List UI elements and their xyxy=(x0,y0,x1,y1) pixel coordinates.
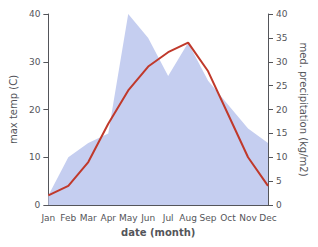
svg-text:25: 25 xyxy=(276,81,287,91)
svg-text:30: 30 xyxy=(276,57,288,67)
svg-text:10: 10 xyxy=(29,152,41,162)
svg-text:Oct: Oct xyxy=(220,213,236,223)
svg-text:Sep: Sep xyxy=(200,213,217,223)
svg-text:40: 40 xyxy=(276,9,288,19)
svg-text:10: 10 xyxy=(276,152,288,162)
svg-text:Feb: Feb xyxy=(60,213,76,223)
svg-text:20: 20 xyxy=(276,105,288,115)
svg-text:0: 0 xyxy=(276,200,282,210)
svg-text:Nov: Nov xyxy=(239,213,257,223)
svg-text:Jul: Jul xyxy=(162,213,174,223)
svg-text:30: 30 xyxy=(29,57,41,67)
svg-text:40: 40 xyxy=(29,9,41,19)
svg-text:med. precipitation (kg/m2): med. precipitation (kg/m2) xyxy=(298,42,309,176)
svg-text:May: May xyxy=(119,213,138,223)
svg-text:Jan: Jan xyxy=(40,213,55,223)
svg-text:Jun: Jun xyxy=(140,213,155,223)
svg-text:Dec: Dec xyxy=(259,213,276,223)
svg-text:date (month): date (month) xyxy=(121,227,195,238)
svg-text:15: 15 xyxy=(276,128,287,138)
svg-text:5: 5 xyxy=(276,176,282,186)
svg-text:Apr: Apr xyxy=(100,213,116,223)
svg-text:35: 35 xyxy=(276,33,287,43)
svg-text:0: 0 xyxy=(35,200,41,210)
svg-text:max temp (C): max temp (C) xyxy=(8,75,19,144)
svg-text:20: 20 xyxy=(29,105,41,115)
svg-text:Aug: Aug xyxy=(179,213,197,223)
svg-text:Mar: Mar xyxy=(80,213,97,223)
